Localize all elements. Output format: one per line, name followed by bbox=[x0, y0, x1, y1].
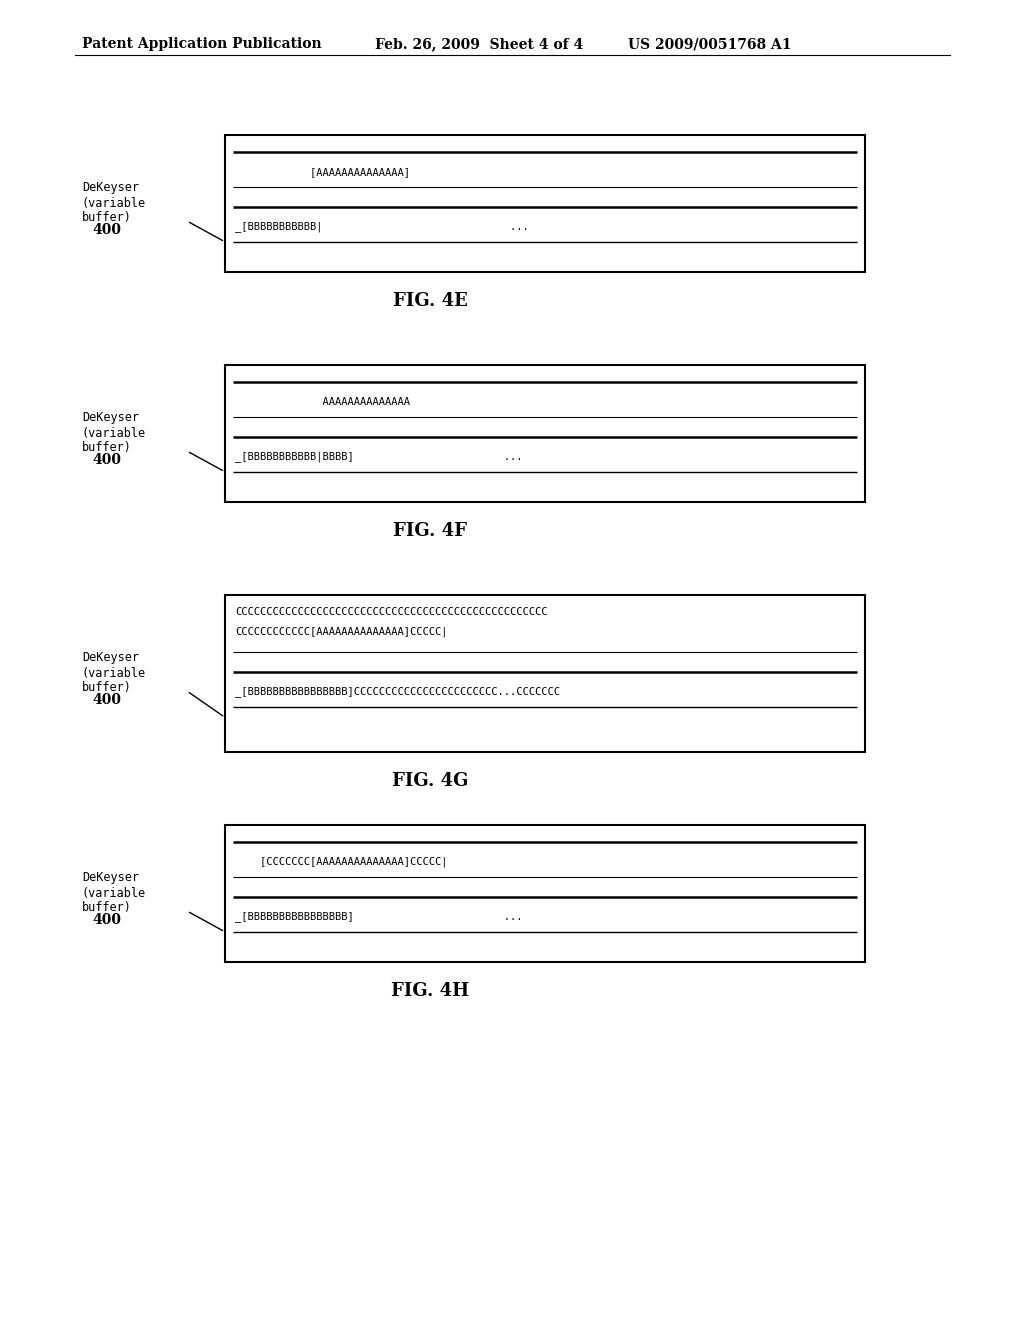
Text: [AAAAAAAAAAAAAA]: [AAAAAAAAAAAAAA] bbox=[234, 168, 410, 177]
Text: 400: 400 bbox=[92, 453, 121, 467]
Text: FIG. 4G: FIG. 4G bbox=[392, 772, 468, 789]
Text: FIG. 4E: FIG. 4E bbox=[392, 292, 467, 310]
Text: DeKeyser
(variable
buffer): DeKeyser (variable buffer) bbox=[82, 181, 146, 224]
Text: US 2009/0051768 A1: US 2009/0051768 A1 bbox=[628, 37, 792, 51]
Bar bbox=[225, 135, 865, 272]
Text: AAAAAAAAAAAAAA: AAAAAAAAAAAAAA bbox=[234, 397, 410, 407]
Text: 400: 400 bbox=[92, 913, 121, 927]
Text: CCCCCCCCCCCCCCCCCCCCCCCCCCCCCCCCCCCCCCCCCCCCCCCCCC: CCCCCCCCCCCCCCCCCCCCCCCCCCCCCCCCCCCCCCCC… bbox=[234, 607, 548, 616]
Text: _[BBBBBBBBBBBBBBBB]CCCCCCCCCCCCCCCCCCCCCCC...CCCCCCC: _[BBBBBBBBBBBBBBBB]CCCCCCCCCCCCCCCCCCCCC… bbox=[234, 686, 560, 697]
Text: _[BBBBBBBBBBB|BBBB]                        ...: _[BBBBBBBBBBB|BBBB] ... bbox=[234, 451, 522, 462]
Text: DeKeyser
(variable
buffer): DeKeyser (variable buffer) bbox=[82, 652, 146, 694]
Bar bbox=[225, 595, 865, 752]
Text: 400: 400 bbox=[92, 223, 121, 238]
Bar bbox=[225, 366, 865, 502]
Text: Feb. 26, 2009  Sheet 4 of 4: Feb. 26, 2009 Sheet 4 of 4 bbox=[375, 37, 584, 51]
Text: 400: 400 bbox=[92, 693, 121, 708]
Text: FIG. 4H: FIG. 4H bbox=[391, 982, 469, 1001]
Text: DeKeyser
(variable
buffer): DeKeyser (variable buffer) bbox=[82, 871, 146, 915]
Text: DeKeyser
(variable
buffer): DeKeyser (variable buffer) bbox=[82, 412, 146, 454]
Bar bbox=[225, 825, 865, 962]
Text: _[BBBBBBBBBBBBBBBB]                        ...: _[BBBBBBBBBBBBBBBB] ... bbox=[234, 912, 522, 923]
Text: [CCCCCCC[AAAAAAAAAAAAAA]CCCCC|: [CCCCCCC[AAAAAAAAAAAAAA]CCCCC| bbox=[234, 857, 447, 867]
Text: FIG. 4F: FIG. 4F bbox=[393, 521, 467, 540]
Text: _[BBBBBBBBBBB|                              ...: _[BBBBBBBBBBB| ... bbox=[234, 222, 528, 232]
Text: Patent Application Publication: Patent Application Publication bbox=[82, 37, 322, 51]
Text: CCCCCCCCCCCC[AAAAAAAAAAAAAA]CCCCC|: CCCCCCCCCCCC[AAAAAAAAAAAAAA]CCCCC| bbox=[234, 627, 447, 638]
